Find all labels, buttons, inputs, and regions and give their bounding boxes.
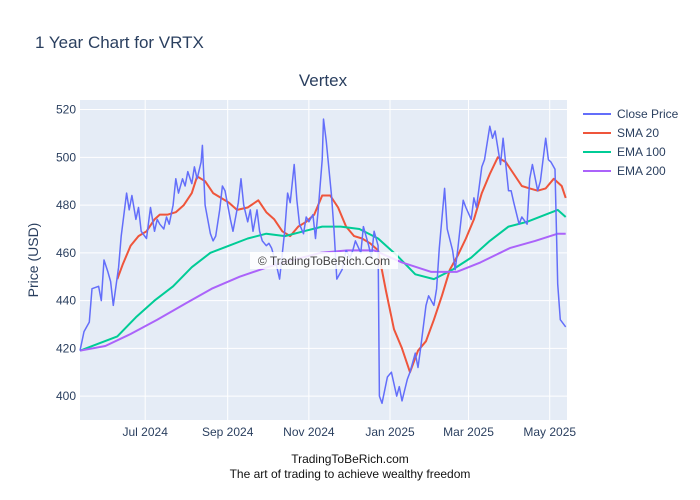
footer-tagline: The art of trading to achieve wealthy fr…	[229, 467, 471, 481]
legend-label: Close Price	[617, 107, 679, 121]
x-tick-label: Jul 2024	[123, 425, 169, 439]
y-tick-label: 440	[56, 294, 76, 308]
x-tick-label: May 2025	[523, 425, 576, 439]
y-tick-label: 420	[56, 341, 76, 355]
series-line-ema-200	[79, 232, 566, 352]
x-axis-ticks: Jul 2024 Sep 2024 Nov 2024 Jan 2025 Mar 2025…	[123, 425, 577, 439]
grid-lines	[80, 100, 567, 420]
x-tick-label: Nov 2024	[283, 425, 335, 439]
series-line-sma-20	[116, 156, 567, 374]
series-lines	[79, 118, 567, 405]
legend-label: EMA 100	[617, 145, 666, 159]
y-axis-ticks: 400 420 440 460 480 500 520	[56, 103, 76, 404]
series-line-ema-100	[79, 208, 567, 352]
x-tick-label: Jan 2025	[365, 425, 415, 439]
x-tick-label: Sep 2024	[202, 425, 254, 439]
x-tick-label: Mar 2025	[443, 425, 494, 439]
legend: Close Price SMA 20 EMA 100 EMA 200	[583, 107, 679, 178]
y-axis-label: Price (USD)	[25, 223, 41, 298]
series-line-close-price	[79, 118, 567, 405]
legend-label: SMA 20	[617, 126, 659, 140]
y-tick-label: 480	[56, 198, 76, 212]
y-tick-label: 460	[56, 246, 76, 260]
legend-label: EMA 200	[617, 164, 666, 178]
watermark: © TradingToBeRich.Com	[250, 252, 398, 269]
watermark-text: © TradingToBeRich.Com	[258, 254, 390, 268]
footer-site: TradingToBeRich.com	[291, 452, 409, 466]
page-title: 1 Year Chart for VRTX	[35, 33, 204, 52]
y-tick-label: 520	[56, 103, 76, 117]
chart-title: Vertex	[299, 71, 348, 90]
y-tick-label: 500	[56, 150, 76, 164]
y-tick-label: 400	[56, 389, 76, 403]
